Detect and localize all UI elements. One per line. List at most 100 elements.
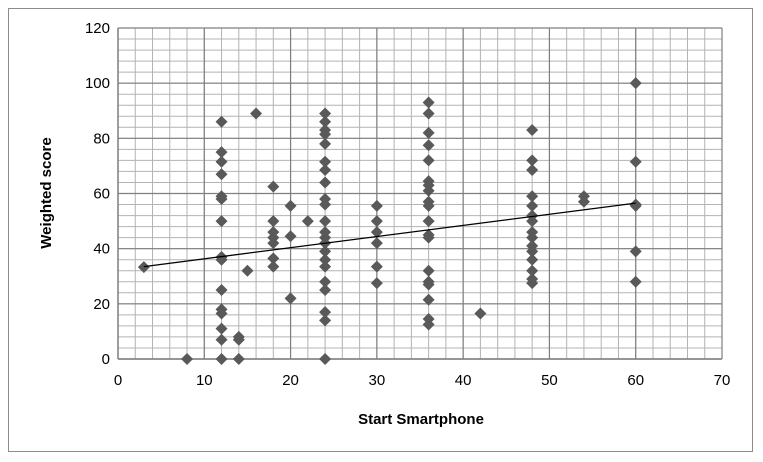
data-point <box>319 164 332 177</box>
data-point <box>284 199 297 212</box>
data-point <box>526 154 539 167</box>
data-point <box>422 293 435 306</box>
data-point <box>267 237 280 250</box>
y-tick-label: 120 <box>85 20 110 37</box>
data-point <box>232 353 245 365</box>
data-point <box>215 115 228 128</box>
data-point <box>267 260 280 273</box>
y-tick-label: 80 <box>93 130 110 147</box>
data-point <box>319 253 332 266</box>
data-point <box>215 333 228 346</box>
y-tick-label: 40 <box>93 241 110 258</box>
data-point <box>319 245 332 258</box>
data-point <box>215 322 228 335</box>
data-point <box>319 306 332 319</box>
data-point <box>526 215 539 228</box>
x-tick-label: 60 <box>627 372 644 389</box>
data-point <box>137 261 150 274</box>
x-tick-label: 20 <box>282 372 299 389</box>
data-point <box>422 215 435 228</box>
data-point <box>370 260 383 273</box>
data-point <box>422 199 435 212</box>
data-point <box>215 353 228 365</box>
data-point <box>319 275 332 288</box>
data-point <box>526 264 539 277</box>
data-point <box>319 215 332 228</box>
data-point <box>577 195 590 208</box>
x-tick-label: 40 <box>455 372 472 389</box>
data-point <box>250 107 263 120</box>
data-point <box>215 215 228 228</box>
data-point <box>370 226 383 239</box>
x-tick-label: 70 <box>714 372 731 389</box>
data-point <box>301 215 314 228</box>
data-point <box>422 318 435 331</box>
y-tick-label: 100 <box>85 75 110 92</box>
data-point <box>422 107 435 120</box>
data-points <box>137 77 642 365</box>
x-tick-label: 30 <box>369 372 386 389</box>
data-point <box>526 245 539 258</box>
trendline <box>143 202 636 268</box>
data-point <box>215 307 228 320</box>
tick-labels: 0 10 20 30 40 50 60 70 0 20 40 60 80 100 120 <box>85 20 730 389</box>
data-point <box>422 231 435 244</box>
data-point <box>629 275 642 288</box>
x-tick-label: 10 <box>196 372 213 389</box>
x-tick-label: 50 <box>541 372 558 389</box>
y-tick-label: 60 <box>93 186 110 203</box>
data-point <box>319 128 332 141</box>
data-point <box>526 199 539 212</box>
data-point <box>319 353 332 365</box>
data-point <box>422 278 435 291</box>
data-point <box>319 115 332 128</box>
data-point <box>241 264 254 277</box>
data-point <box>215 155 228 168</box>
data-point <box>422 184 435 197</box>
data-point <box>319 155 332 168</box>
data-point <box>422 264 435 277</box>
data-point <box>370 277 383 290</box>
data-point <box>319 137 332 150</box>
major-grid <box>117 27 723 360</box>
data-point <box>370 199 383 212</box>
data-point <box>629 77 642 90</box>
data-point <box>370 215 383 228</box>
data-point <box>422 96 435 109</box>
data-point <box>284 292 297 305</box>
data-point <box>181 353 194 365</box>
data-point <box>267 180 280 193</box>
data-point <box>474 307 487 320</box>
data-point <box>526 277 539 290</box>
data-point <box>319 107 332 120</box>
y-tick-label: 20 <box>93 296 110 313</box>
data-point <box>629 155 642 168</box>
y-tick-label: 0 <box>102 351 110 368</box>
y-axis-title: Weighted score <box>38 137 55 248</box>
data-point <box>267 215 280 228</box>
data-point <box>319 314 332 327</box>
data-point <box>526 124 539 137</box>
data-point <box>422 139 435 152</box>
data-point <box>526 231 539 244</box>
x-axis-title: Start Smartphone <box>358 411 484 428</box>
data-point <box>629 245 642 258</box>
data-point <box>526 253 539 266</box>
data-point <box>215 284 228 297</box>
trendline-line <box>143 202 636 268</box>
data-point <box>526 190 539 203</box>
data-point <box>215 146 228 159</box>
data-point <box>422 154 435 167</box>
x-tick-label: 0 <box>114 372 122 389</box>
data-point <box>215 193 228 206</box>
data-point <box>319 284 332 297</box>
data-point <box>526 164 539 177</box>
data-point <box>629 199 642 212</box>
data-point <box>370 237 383 250</box>
data-point <box>215 168 228 181</box>
data-point <box>267 252 280 265</box>
data-point <box>319 176 332 189</box>
data-point <box>422 126 435 139</box>
data-point <box>284 230 297 243</box>
